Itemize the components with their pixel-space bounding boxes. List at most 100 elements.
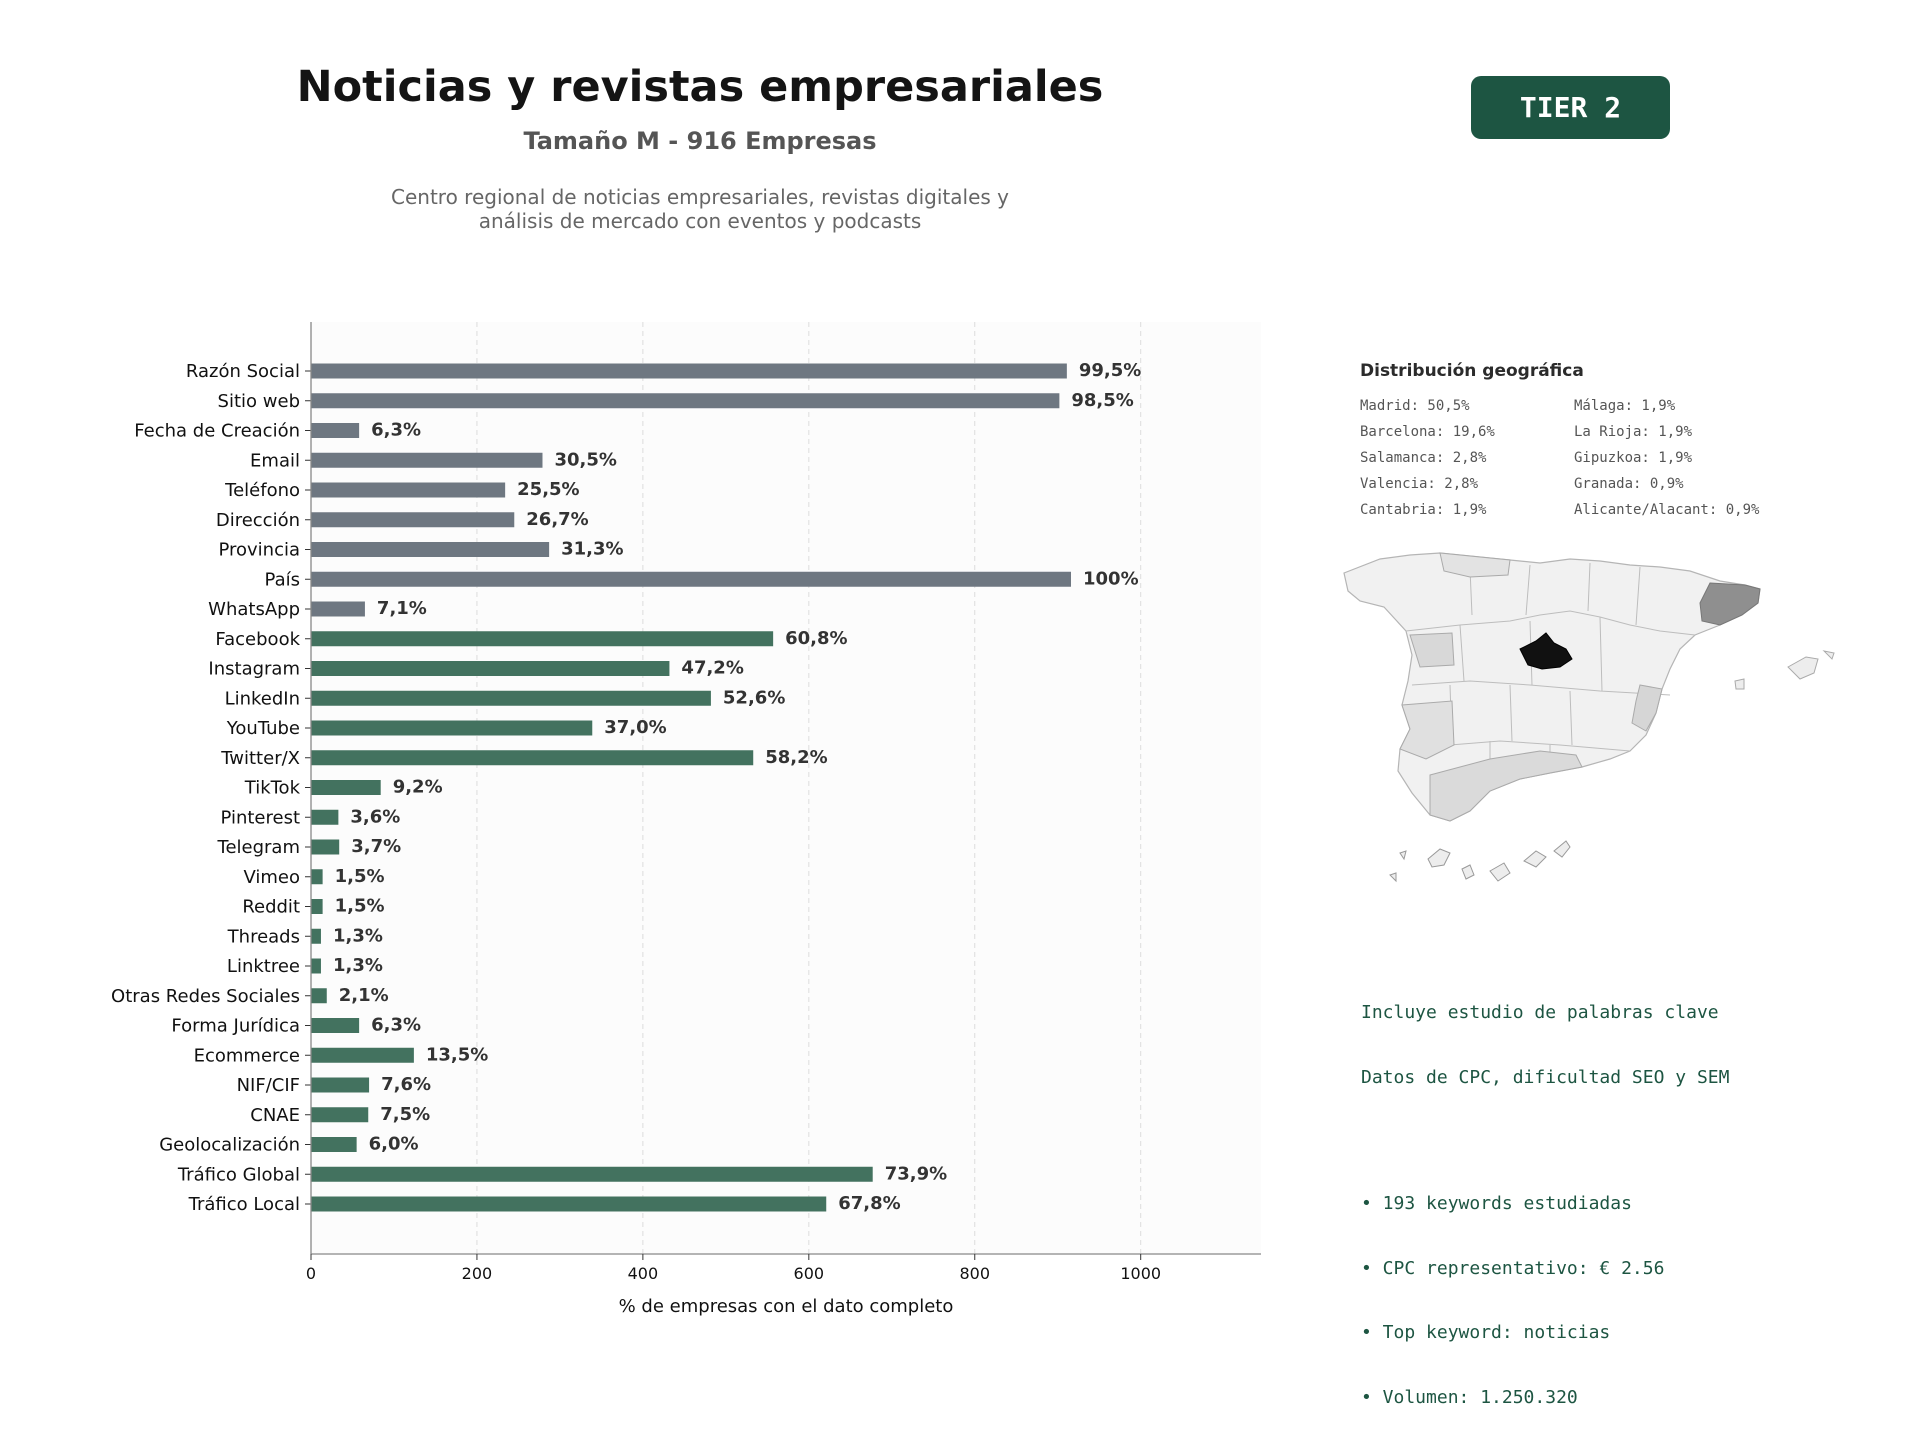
geo-item: Gipuzkoa: 1,9%: [1574, 450, 1693, 466]
bar: [311, 452, 543, 468]
bar: [311, 958, 321, 974]
bar: [311, 1137, 357, 1152]
bar: [311, 1047, 414, 1063]
y-tick-label: Email: [250, 450, 300, 471]
map-region-north: [1439, 552, 1511, 578]
data-label: 98,5%: [1071, 390, 1133, 411]
map-region-madrid: [1519, 632, 1573, 670]
y-tick-label: Linktree: [227, 956, 300, 977]
data-label: 60,8%: [785, 628, 847, 649]
x-tick-label: 800: [959, 1264, 990, 1283]
map-region-andalucia: [1429, 750, 1583, 822]
y-tick-label: Tráfico Global: [177, 1164, 300, 1185]
x-tick-label: 400: [628, 1264, 659, 1283]
data-label: 7,5%: [380, 1104, 430, 1125]
y-tick-label: Facebook: [215, 629, 300, 650]
data-label: 31,3%: [561, 539, 623, 560]
y-tick-label: Ecommerce: [194, 1045, 300, 1066]
y-tick-label: Threads: [227, 926, 300, 947]
y-tick-label: Otras Redes Sociales: [111, 986, 300, 1007]
y-tick-label: NIF/CIF: [237, 1075, 300, 1096]
data-label: 6,3%: [371, 1015, 421, 1036]
data-label: 9,2%: [393, 777, 443, 798]
bar: [311, 1196, 827, 1212]
data-label: 47,2%: [681, 658, 743, 679]
data-label: 67,8%: [838, 1193, 900, 1214]
bar: [311, 780, 381, 795]
x-tick-label: 600: [794, 1264, 825, 1283]
data-label: 7,1%: [377, 598, 427, 619]
bar: [311, 661, 670, 676]
y-tick-label: Provincia: [218, 540, 300, 561]
keywords-bullet: • Volumen: 1.250.320: [1361, 1386, 1578, 1408]
y-tick-label: Dirección: [216, 510, 300, 531]
bar: [311, 809, 339, 825]
x-axis-label: % de empresas con el dato completo: [619, 1296, 954, 1317]
y-tick-label: TikTok: [244, 778, 301, 799]
data-label: 73,9%: [885, 1163, 947, 1184]
x-tick-label: 1000: [1120, 1264, 1161, 1283]
y-tick-label: Teléfono: [224, 480, 300, 501]
keywords-panel: Incluye estudio de palabras clave Datos …: [1361, 959, 1729, 1430]
bar: [311, 601, 365, 617]
y-tick-label: Razón Social: [186, 361, 300, 382]
keywords-intro-line: Incluye estudio de palabras clave: [1361, 1002, 1719, 1023]
bar: [311, 482, 506, 498]
y-tick-label: Pinterest: [220, 807, 300, 828]
bar: [311, 1166, 873, 1182]
page-subtitle: Tamaño M - 916 Empresas: [523, 127, 877, 155]
data-label: 1,5%: [335, 896, 385, 917]
map-region-west: [1399, 700, 1455, 760]
data-label: 3,7%: [351, 836, 401, 857]
description-line: análisis de mercado con eventos y podcas…: [478, 209, 922, 233]
bar: [311, 988, 327, 1004]
data-label: 13,5%: [426, 1044, 488, 1065]
y-tick-label: Telegram: [217, 837, 300, 858]
spain-region-map: [1343, 552, 1835, 883]
geo-item: Cantabria: 1,9%: [1360, 502, 1487, 518]
data-label: 2,1%: [339, 985, 389, 1006]
data-label: 6,3%: [371, 420, 421, 441]
bar: [311, 869, 323, 885]
bar: [311, 1018, 360, 1033]
y-tick-label: Twitter/X: [220, 748, 300, 769]
x-tick-label: 200: [462, 1264, 493, 1283]
geo-item: Madrid: 50,5%: [1360, 398, 1470, 414]
map-region-leon: [1409, 632, 1455, 668]
y-tick-label: LinkedIn: [225, 688, 300, 709]
bar: [311, 899, 323, 914]
bar: [311, 690, 711, 706]
data-label: 26,7%: [526, 509, 588, 530]
data-label: 58,2%: [765, 747, 827, 768]
map-region-valencia: [1631, 684, 1663, 732]
map-canary-islands: [1389, 840, 1571, 883]
bar: [311, 928, 321, 944]
y-tick-label: Reddit: [242, 897, 300, 918]
description-line: Centro regional de noticias empresariale…: [391, 185, 1009, 209]
map-region-cataluna: [1699, 582, 1761, 626]
geo-item: Málaga: 1,9%: [1574, 398, 1676, 414]
x-tick-label: 0: [306, 1264, 316, 1283]
map-balearic-islands: [1734, 650, 1835, 690]
data-label: 7,6%: [381, 1074, 431, 1095]
geo-item: La Rioja: 1,9%: [1574, 424, 1693, 440]
bar: [311, 1107, 369, 1123]
y-tick-label: Fecha de Creación: [134, 421, 300, 442]
data-label: 52,6%: [723, 687, 785, 708]
y-tick-label: País: [265, 569, 300, 590]
y-tick-label: YouTube: [226, 718, 300, 739]
keywords-bullet: • Top keyword: noticias: [1361, 1322, 1611, 1343]
data-label: 1,5%: [335, 866, 385, 887]
bar: [311, 1077, 370, 1093]
bar: [311, 423, 360, 438]
data-label: 25,5%: [517, 479, 579, 500]
y-tick-label: Tráfico Local: [188, 1194, 300, 1215]
y-tick-label: Geolocalización: [159, 1135, 300, 1156]
y-tick-label: WhatsApp: [208, 599, 300, 620]
y-tick-label: CNAE: [250, 1105, 300, 1126]
bar: [311, 631, 774, 647]
bar: [311, 720, 593, 736]
plot-area: [311, 322, 1261, 1254]
data-label: 1,3%: [333, 955, 383, 976]
